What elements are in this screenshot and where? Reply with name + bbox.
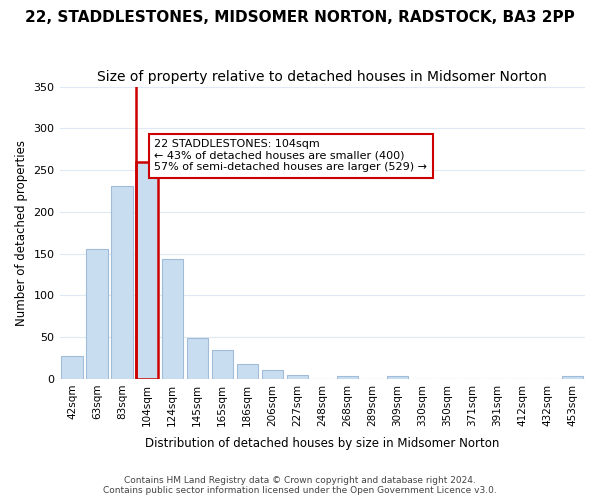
Bar (236, 364, 258, 379)
Text: 22 STADDLESTONES: 104sqm
← 43% of detached houses are smaller (400)
57% of semi-: 22 STADDLESTONES: 104sqm ← 43% of detach… (154, 139, 427, 172)
Bar (262, 370, 283, 379)
Bar (212, 350, 233, 379)
Bar (337, 376, 358, 379)
Text: 22, STADDLESTONES, MIDSOMER NORTON, RADSTOCK, BA3 2PP: 22, STADDLESTONES, MIDSOMER NORTON, RADS… (25, 10, 575, 25)
Bar (161, 260, 183, 379)
Bar (562, 376, 583, 379)
Title: Size of property relative to detached houses in Midsomer Norton: Size of property relative to detached ho… (97, 70, 547, 84)
Y-axis label: Number of detached properties: Number of detached properties (15, 140, 28, 326)
Bar (86, 250, 108, 379)
Text: Contains HM Land Registry data © Crown copyright and database right 2024.
Contai: Contains HM Land Registry data © Crown c… (103, 476, 497, 495)
X-axis label: Distribution of detached houses by size in Midsomer Norton: Distribution of detached houses by size … (145, 437, 499, 450)
Bar (387, 376, 408, 379)
Bar (112, 186, 133, 379)
Bar (136, 162, 158, 379)
Bar (187, 338, 208, 379)
Bar (287, 374, 308, 379)
Bar (61, 356, 83, 379)
